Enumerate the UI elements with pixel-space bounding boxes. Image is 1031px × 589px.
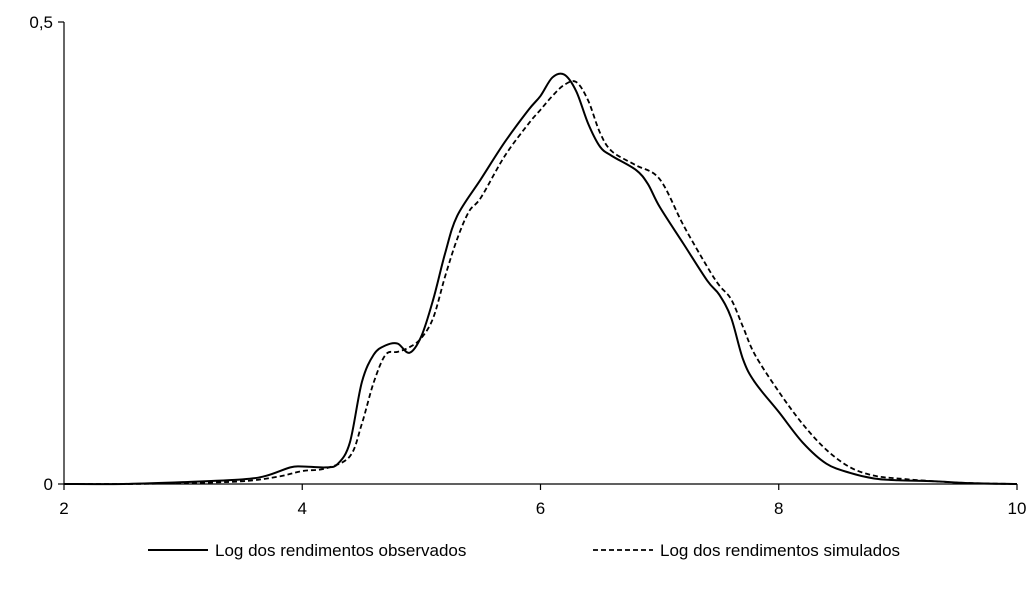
legend-item: Log dos rendimentos simulados <box>593 541 900 560</box>
y-tick-label: 0 <box>44 475 53 494</box>
series-layer <box>63 72 1018 486</box>
y-tick-label: 0,5 <box>29 13 53 32</box>
axes: 2 4 6 8 10 0 0,5 <box>29 13 1026 518</box>
x-tick-label: 8 <box>774 499 783 518</box>
legend-label: Log dos rendimentos observados <box>215 541 466 560</box>
x-tick-label: 6 <box>536 499 545 518</box>
series-line-simulados <box>63 80 1018 485</box>
legend: Log dos rendimentos observados Log dos re… <box>148 541 900 560</box>
x-tick-label: 4 <box>298 499 307 518</box>
legend-label: Log dos rendimentos simulados <box>660 541 900 560</box>
x-tick-label: 10 <box>1008 499 1027 518</box>
legend-item: Log dos rendimentos observados <box>148 541 466 560</box>
x-tick-label: 2 <box>59 499 68 518</box>
series-line-observados <box>63 72 1018 486</box>
